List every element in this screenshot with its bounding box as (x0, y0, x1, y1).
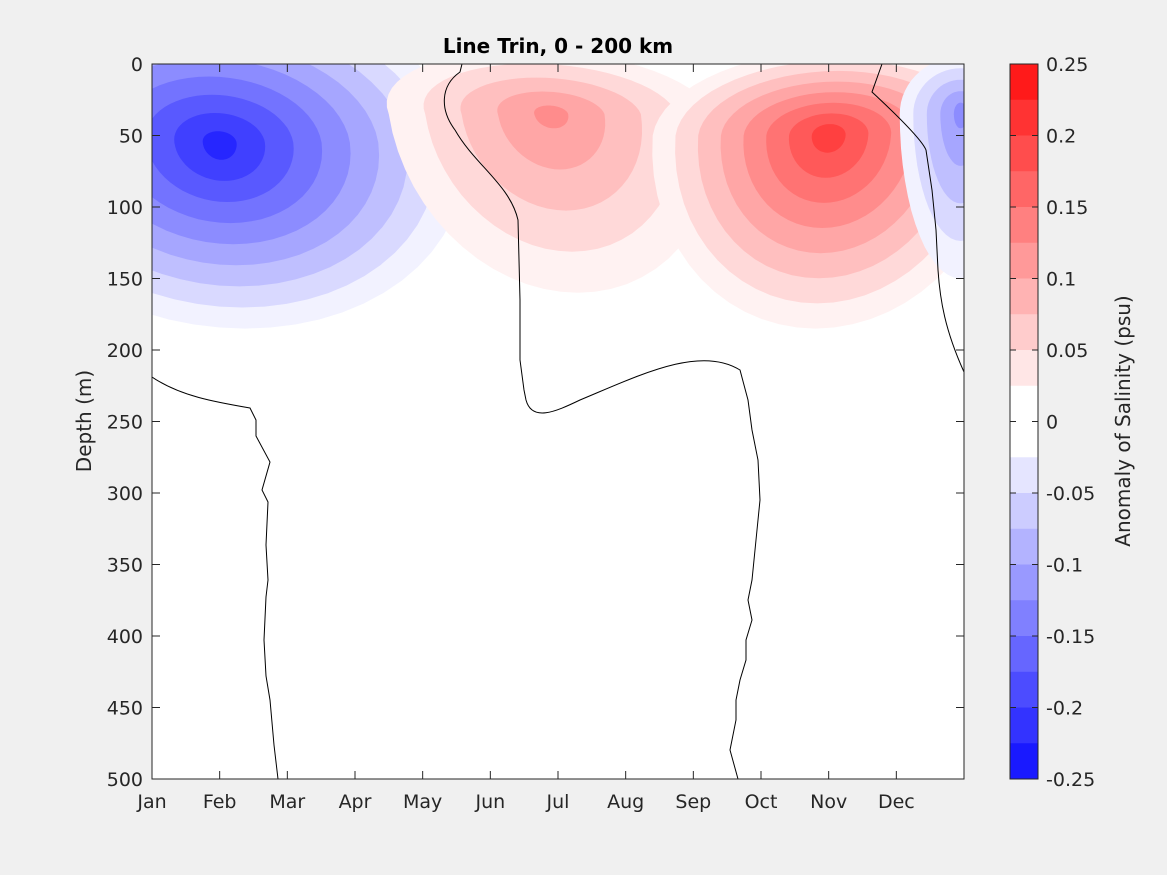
x-tick-label: Feb (203, 791, 237, 813)
x-tick-label: Jan (136, 791, 166, 813)
colorbar-swatch (1010, 457, 1038, 494)
y-tick-label: 100 (107, 197, 143, 219)
colorbar-swatch (1010, 493, 1038, 530)
x-tick-label: Apr (339, 791, 372, 813)
colorbar-swatch (1010, 171, 1038, 208)
x-tick-label: Oct (745, 791, 778, 813)
colorbar-tick-label: -0.25 (1046, 769, 1095, 791)
y-tick-label: 250 (107, 412, 143, 434)
colorbar-swatch (1010, 207, 1038, 244)
colorbar-tick-label: 0.05 (1046, 340, 1088, 362)
contour-band (534, 105, 569, 129)
x-tick-label: Aug (607, 791, 644, 813)
y-tick-label: 500 (107, 769, 143, 791)
colorbar-label: Anomaly of Salinity (psu) (1111, 295, 1135, 546)
colorbar-tick-label: -0.2 (1046, 698, 1083, 720)
colorbar-swatch (1010, 600, 1038, 637)
y-tick-label: 50 (119, 126, 143, 148)
zero-contour-line-center (443, 64, 761, 779)
x-tick-label: Jun (474, 791, 505, 813)
colorbar-swatch (1010, 64, 1038, 101)
x-tick-label: May (403, 791, 442, 813)
colorbar-swatch (1010, 636, 1038, 673)
x-tick-label: Mar (269, 791, 305, 813)
colorbar-tick-label: 0.1 (1046, 269, 1076, 291)
colorbar-tick-label: 0.25 (1046, 54, 1088, 76)
colorbar-swatch (1010, 350, 1038, 387)
colorbar-tick-label: -0.05 (1046, 483, 1095, 505)
y-tick-label: 200 (107, 340, 143, 362)
colorbar: 0.25 0.2 0.15 0.1 0.05 0 -0.05 -0.1 -0.15 -0.2 -0.… (1009, 54, 1095, 791)
chart-title: Line Trin, 0 - 200 km (443, 34, 673, 58)
colorbar-swatch (1010, 421, 1038, 458)
colorbar-swatch (1010, 743, 1038, 780)
colorbar-tick-label: -0.15 (1046, 626, 1095, 648)
x-tick-label: Dec (878, 791, 915, 813)
contour-band (953, 102, 964, 129)
x-tick-label: Sep (675, 791, 711, 813)
zero-contour-line-left (152, 376, 279, 779)
x-tick-label: Jul (546, 791, 570, 813)
colorbar-swatch (1010, 385, 1038, 422)
y-axis: 0 50 100 150 200 250 300 350 400 450 500 (107, 54, 964, 791)
colorbar-swatch (1010, 242, 1038, 279)
colorbar-tick-label: 0.15 (1046, 197, 1088, 219)
contour-band (202, 131, 237, 160)
colorbar-swatch (1010, 528, 1038, 565)
colorbar-swatch (1010, 707, 1038, 744)
x-axis: Jan Feb Mar Apr May Jun Jul Aug Sep Oct Nov Dec (136, 64, 915, 813)
colorbar-swatch (1010, 671, 1038, 708)
y-tick-label: 350 (107, 555, 143, 577)
y-tick-label: 400 (107, 626, 143, 648)
contour-band (497, 91, 606, 170)
y-tick-label: 300 (107, 483, 143, 505)
colorbar-swatch (1010, 314, 1038, 351)
y-tick-label: 0 (131, 54, 143, 76)
x-tick-label: Nov (810, 791, 847, 813)
y-axis-label: Depth (m) (72, 370, 96, 472)
zero-contour-lines (152, 64, 964, 779)
colorbar-swatch (1010, 99, 1038, 136)
colorbar-tick-label: -0.1 (1046, 555, 1083, 577)
y-tick-label: 450 (107, 698, 143, 720)
contour-fill-layer (152, 64, 964, 329)
zero-contour-line-right (871, 64, 964, 373)
contour-band (811, 124, 846, 153)
colorbar-tick-label: 0.2 (1046, 126, 1076, 148)
y-tick-label: 150 (107, 269, 143, 291)
colorbar-swatch (1010, 564, 1038, 601)
colorbar-swatch (1010, 278, 1038, 315)
colorbar-swatch (1010, 135, 1038, 172)
colorbar-tick-label: 0 (1046, 412, 1058, 434)
